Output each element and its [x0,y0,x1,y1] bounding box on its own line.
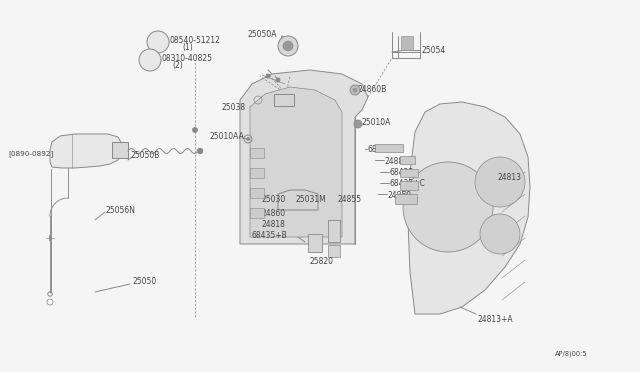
Bar [328,220,340,242]
Circle shape [278,36,298,56]
Text: 24855: 24855 [338,195,362,203]
Circle shape [266,74,271,78]
Text: 25010AA: 25010AA [210,131,245,141]
Bar [250,208,264,218]
Circle shape [147,31,169,53]
Circle shape [198,148,202,154]
Text: 68435+C: 68435+C [390,179,426,187]
Polygon shape [408,102,530,314]
Circle shape [354,120,362,128]
Circle shape [480,214,520,254]
Bar [375,144,403,152]
Text: 68435: 68435 [390,167,414,176]
Bar [250,168,264,178]
Text: 25050B: 25050B [130,151,159,160]
Bar [401,36,413,50]
Circle shape [246,137,250,141]
Text: 25010A: 25010A [362,118,392,126]
Circle shape [350,85,360,95]
Text: S: S [156,38,161,46]
Bar [112,142,128,158]
Circle shape [283,41,293,51]
Bar [328,245,340,257]
Text: 24850: 24850 [388,190,412,199]
Text: 25050A: 25050A [248,29,278,38]
Text: S: S [147,55,153,64]
Circle shape [353,87,358,93]
Bar [250,188,264,198]
Text: 25030: 25030 [262,195,286,203]
Polygon shape [240,70,368,244]
Text: 08540-51212: 08540-51212 [170,35,221,45]
Circle shape [403,162,493,252]
Text: [0890-0892]: [0890-0892] [8,151,53,157]
Polygon shape [250,87,342,237]
Polygon shape [278,190,318,210]
Bar [308,234,322,252]
Text: 25031M: 25031M [295,195,326,203]
Text: 25820: 25820 [310,257,334,266]
Bar [395,194,417,204]
Text: 25056N: 25056N [105,205,135,215]
Text: 24860: 24860 [262,208,286,218]
Text: AP/8)00:5: AP/8)00:5 [555,351,588,357]
Circle shape [475,157,525,207]
Bar [274,94,294,106]
Text: 08310-40825: 08310-40825 [161,54,212,62]
Text: 24818: 24818 [262,219,286,228]
Text: 25050: 25050 [132,278,156,286]
Text: 24813: 24813 [498,173,522,182]
Circle shape [275,77,280,83]
Text: 24880: 24880 [385,157,409,166]
Bar [400,156,415,164]
Text: 68435+A: 68435+A [368,144,404,154]
Text: 24860B: 24860B [358,84,387,93]
Bar [400,169,418,177]
Bar [400,181,418,190]
Bar [250,148,264,158]
Circle shape [139,49,161,71]
Text: 24813+A: 24813+A [478,315,514,324]
Text: 25038: 25038 [222,103,246,112]
Text: 25054: 25054 [422,45,446,55]
Circle shape [193,128,197,132]
Text: (2): (2) [172,61,183,70]
Text: 68435+B: 68435+B [252,231,288,240]
Text: (1): (1) [182,42,193,51]
Polygon shape [50,134,122,168]
